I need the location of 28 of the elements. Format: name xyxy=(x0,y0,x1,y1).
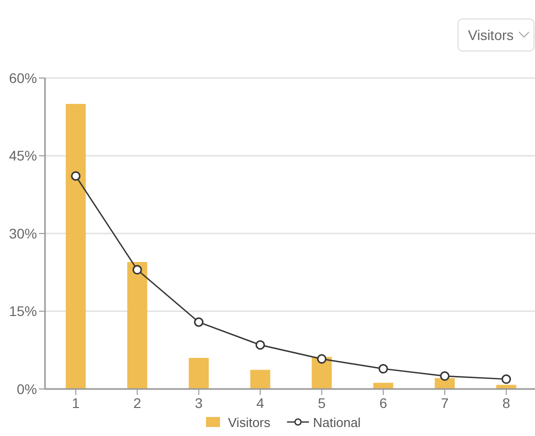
x-tick-label: 4 xyxy=(256,395,264,411)
point xyxy=(378,364,388,374)
x-tick-label: 2 xyxy=(133,395,142,411)
point xyxy=(440,371,450,381)
text: Visitors xyxy=(468,27,514,43)
x-tick-label: 6 xyxy=(379,395,388,411)
point xyxy=(71,171,80,181)
point xyxy=(256,340,265,350)
point xyxy=(194,317,204,327)
y-tick-label: 60% xyxy=(8,70,37,86)
legend-label: Visitors xyxy=(228,415,271,430)
x-tick-label: 8 xyxy=(502,395,510,411)
point xyxy=(502,374,511,384)
y-tick-label: 45% xyxy=(8,148,37,164)
x-tick-label: 3 xyxy=(194,395,203,411)
bar xyxy=(127,262,148,389)
bar xyxy=(66,104,86,389)
x-tick-label: 7 xyxy=(440,395,449,411)
bar xyxy=(250,370,270,389)
bar xyxy=(188,358,209,389)
point xyxy=(132,265,142,275)
x-tick-label: 5 xyxy=(318,395,326,411)
y-tick-label: 30% xyxy=(8,225,37,242)
y-tick-label: 0% xyxy=(16,380,37,397)
x-tick-label: 1 xyxy=(72,395,80,411)
point xyxy=(317,354,326,364)
legend-label: National xyxy=(313,415,361,430)
y-tick-label: 15% xyxy=(8,303,37,320)
